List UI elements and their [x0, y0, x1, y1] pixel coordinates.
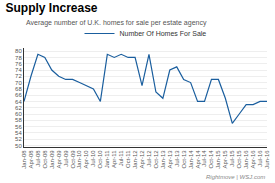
svg-text:Apr-10: Apr-10 — [83, 150, 89, 169]
svg-text:54: 54 — [15, 130, 22, 136]
svg-text:Average number of U.K. homes f: Average number of U.K. homes for sale pe… — [26, 19, 207, 27]
svg-text:Jan-10: Jan-10 — [76, 150, 82, 169]
svg-text:Oct-09: Oct-09 — [70, 150, 76, 169]
svg-text:Jan-11: Jan-11 — [104, 150, 110, 169]
svg-text:Jan-08: Jan-08 — [21, 150, 27, 169]
svg-text:Oct-08: Oct-08 — [42, 150, 48, 169]
svg-text:Jul-09: Jul-09 — [63, 150, 69, 167]
svg-text:Jul-10: Jul-10 — [90, 150, 96, 167]
svg-text:Apr-11: Apr-11 — [111, 150, 117, 168]
svg-text:70: 70 — [15, 80, 22, 86]
svg-text:Oct-14: Oct-14 — [208, 150, 214, 169]
svg-text:Oct-12: Oct-12 — [153, 150, 159, 169]
svg-text:Apr-08: Apr-08 — [28, 150, 34, 169]
svg-text:Supply Increase: Supply Increase — [6, 1, 98, 15]
svg-text:Number Of Homes For Sale: Number Of Homes For Sale — [120, 30, 207, 37]
svg-text:Jun-16: Jun-16 — [264, 150, 270, 169]
svg-text:Apr-15: Apr-15 — [222, 150, 228, 169]
svg-text:Jan-09: Jan-09 — [49, 150, 55, 169]
svg-text:64: 64 — [15, 99, 22, 105]
svg-text:Jan-13: Jan-13 — [160, 150, 166, 169]
svg-text:Rightmove | WSJ.com: Rightmove | WSJ.com — [206, 174, 265, 180]
svg-text:Jul-15: Jul-15 — [229, 150, 235, 167]
svg-text:Apr-12: Apr-12 — [139, 150, 145, 169]
svg-text:68: 68 — [15, 86, 22, 92]
svg-text:62: 62 — [15, 105, 22, 111]
svg-text:78: 78 — [15, 55, 22, 61]
svg-text:Apr-16: Apr-16 — [250, 150, 256, 169]
svg-text:56: 56 — [15, 124, 22, 130]
svg-text:50: 50 — [15, 143, 22, 149]
svg-text:80: 80 — [15, 48, 22, 54]
svg-text:Jul-08: Jul-08 — [35, 150, 41, 167]
svg-text:Oct-11: Oct-11 — [125, 150, 131, 168]
svg-text:76: 76 — [15, 61, 22, 67]
svg-text:72: 72 — [15, 73, 22, 79]
svg-text:Jul-12: Jul-12 — [146, 150, 152, 167]
svg-text:Jan-14: Jan-14 — [188, 150, 194, 169]
svg-text:Jan-12: Jan-12 — [132, 150, 138, 169]
svg-text:Jul-11: Jul-11 — [118, 150, 124, 167]
svg-text:Jan-16: Jan-16 — [243, 150, 249, 169]
svg-text:Jul-13: Jul-13 — [174, 150, 180, 167]
svg-text:Oct-10: Oct-10 — [97, 150, 103, 169]
svg-text:Oct-15: Oct-15 — [236, 150, 242, 169]
svg-text:Apr-13: Apr-13 — [167, 150, 173, 169]
svg-text:Jan-15: Jan-15 — [215, 150, 221, 169]
svg-text:52: 52 — [15, 136, 22, 142]
svg-text:Jul-14: Jul-14 — [201, 150, 207, 167]
svg-text:58: 58 — [15, 117, 22, 123]
svg-text:Apr-14: Apr-14 — [195, 150, 201, 169]
svg-text:Apr-09: Apr-09 — [56, 150, 62, 169]
svg-text:60: 60 — [15, 111, 22, 117]
svg-text:74: 74 — [15, 67, 22, 73]
svg-text:66: 66 — [15, 92, 22, 98]
svg-text:Jul-16: Jul-16 — [257, 150, 263, 167]
svg-text:Oct-13: Oct-13 — [181, 150, 187, 169]
